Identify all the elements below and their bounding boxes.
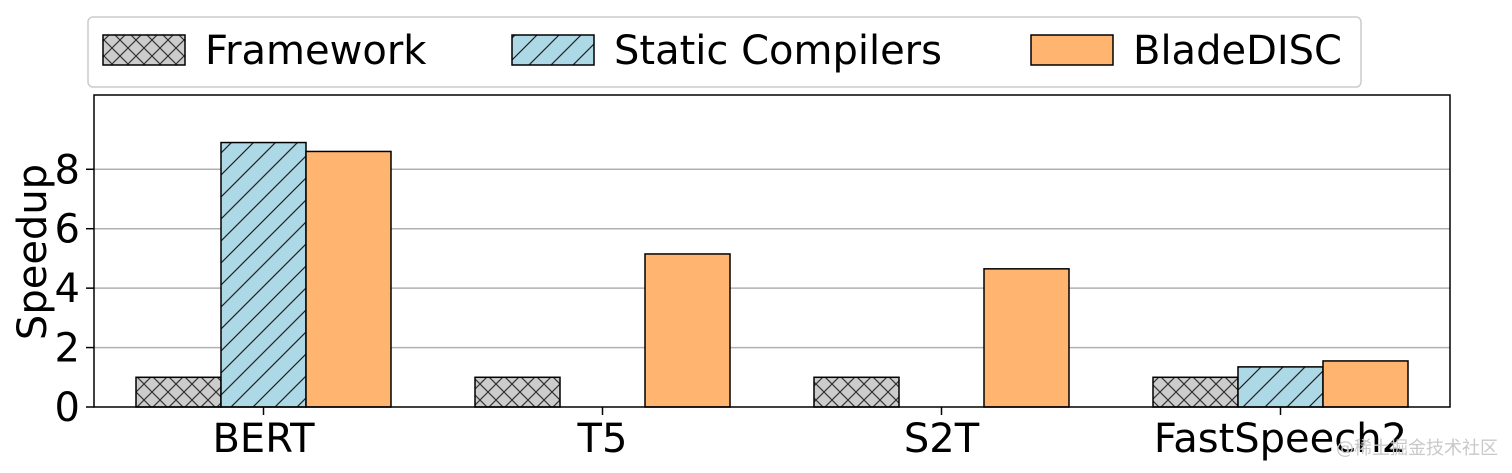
bar-static-compilers-bert (220, 141, 307, 408)
y-tick-label: 0 (55, 385, 80, 431)
y-axis-title: Speedup (10, 164, 56, 340)
bar-bladedisc-fastspeech2 (1322, 360, 1409, 408)
x-tick-label-fastspeech2: FastSpeech2 (1154, 416, 1407, 462)
bar-framework-fastspeech2 (1152, 376, 1239, 408)
legend-swatch-bladedisc (1030, 34, 1114, 66)
legend-label-framework: Framework (205, 28, 427, 74)
legend-swatch-static-compilers (511, 34, 595, 66)
legend-label-static-compilers: Static Compilers (614, 28, 942, 74)
legend: Framework Static Compilers BladeDISC (87, 16, 1362, 88)
x-tick-label-bert: BERT (212, 416, 315, 462)
bar-bladedisc-t5 (644, 253, 731, 408)
bar-static-compilers-fastspeech2 (1237, 366, 1324, 408)
bar-framework-t5 (474, 376, 561, 408)
y-tick-label: 2 (55, 326, 80, 372)
bar-bladedisc-bert (305, 150, 392, 408)
plot-frame (93, 94, 1451, 408)
watermark: @稀土掘金技术社区 (1336, 438, 1498, 459)
x-tick-label-s2t: S2T (904, 416, 980, 462)
bar-framework-s2t (813, 376, 900, 408)
x-tick-label-t5: T5 (577, 416, 628, 462)
bars (135, 141, 1409, 408)
y-tick-label: 8 (55, 147, 80, 193)
plot-area: 0 2 4 6 8 BERT T5 S2T FastSpeech2 (55, 94, 1451, 462)
y-tick-label: 6 (55, 207, 80, 253)
bar-framework-bert (135, 376, 222, 408)
legend-swatch-framework (102, 34, 186, 66)
y-tick-label: 4 (55, 266, 80, 312)
y-axis-ticks: 0 2 4 6 8 (55, 147, 94, 431)
x-axis-ticks: BERT T5 S2T FastSpeech2 (212, 407, 1407, 462)
bar-bladedisc-s2t (983, 268, 1070, 408)
legend-label-bladedisc: BladeDISC (1133, 28, 1342, 74)
